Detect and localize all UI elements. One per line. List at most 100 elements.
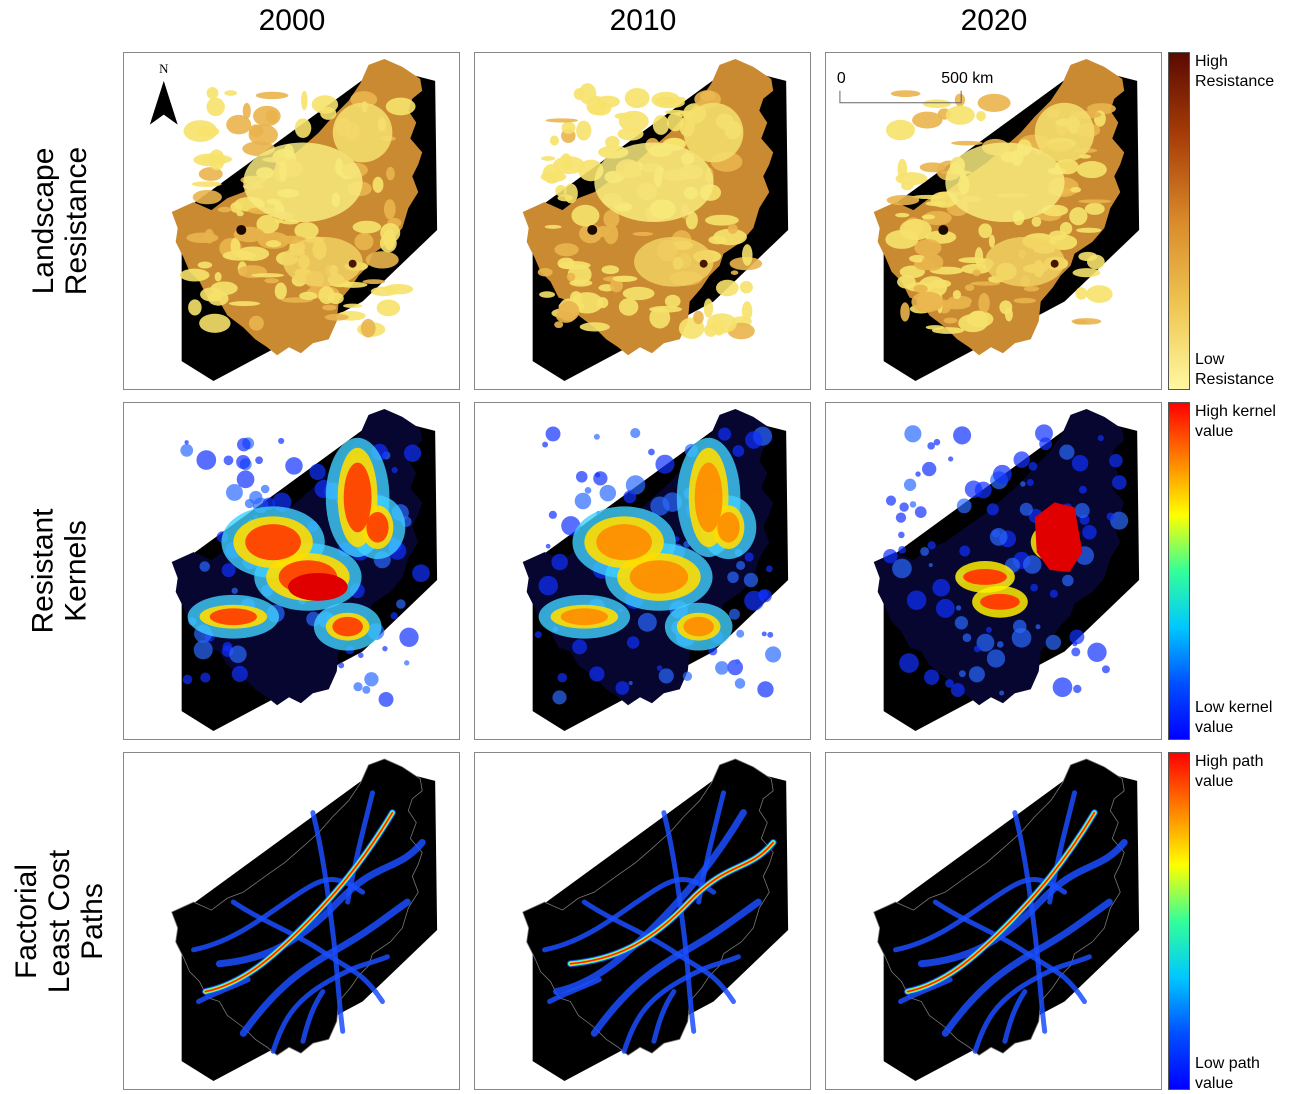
least-cost-path-core <box>569 841 775 965</box>
kernel-low-patch <box>353 682 363 692</box>
kernel-low-patch <box>1106 512 1115 521</box>
island-group <box>873 758 1128 1056</box>
kernel-low-patch <box>996 641 1004 648</box>
kernel-low-patch <box>989 528 1008 546</box>
scale-bar-end-label: 500 km <box>941 70 993 87</box>
kernel-low-patch <box>237 437 251 452</box>
kernel-low-patch <box>630 427 641 439</box>
least-cost-path <box>651 989 677 1044</box>
resistance-patch <box>554 243 579 257</box>
resistance-patch <box>977 93 1011 112</box>
kernel-low-patch <box>744 552 754 562</box>
map-svg <box>522 758 789 1082</box>
resistance-patch <box>943 317 958 324</box>
resistance-patch <box>274 282 287 300</box>
kernel-low-patch <box>1059 444 1075 460</box>
kernel-low-patch <box>545 426 561 442</box>
kernel-low-patch <box>231 665 248 682</box>
island-group <box>522 408 782 706</box>
resistance-patch <box>622 286 655 301</box>
resistance-patch <box>386 166 395 181</box>
resistance-patch <box>372 176 384 193</box>
kernel-low-patch <box>932 578 951 597</box>
kernel-low-patch <box>1101 665 1110 674</box>
map-svg <box>873 758 1140 1082</box>
island-group <box>522 758 777 1056</box>
kernel-low-patch <box>728 608 740 620</box>
least-cost-path <box>553 809 747 996</box>
kernel-low-patch <box>648 448 655 456</box>
resistance-patch <box>204 228 215 244</box>
resistance-patch <box>541 156 556 161</box>
kernel-low-patch <box>892 558 912 579</box>
least-cost-path <box>917 838 1128 968</box>
resistance-patch <box>609 278 623 293</box>
kernel-low-patch <box>718 427 732 441</box>
kernel-low-patch <box>552 690 567 705</box>
map-panel-kernels-2020 <box>825 402 1162 740</box>
kernel-low-patch <box>736 560 746 571</box>
resistance-patch <box>742 244 753 266</box>
kernel-low-patch <box>757 681 774 698</box>
kernel-low-patch <box>285 457 303 475</box>
kernel-low-patch <box>743 572 759 588</box>
kernel-low-patch <box>734 658 741 665</box>
resistance-patch <box>294 118 312 138</box>
resistance-patch <box>1075 287 1088 300</box>
map-panel-paths-2000 <box>123 752 460 1090</box>
resistance-patch <box>649 305 683 313</box>
legend-low-label: Low Resistance <box>1195 351 1275 388</box>
kernel-low-patch <box>574 492 592 510</box>
column-header-2020: 2020 <box>960 4 1028 37</box>
resistance-patch <box>1013 297 1036 304</box>
resistance-patch <box>210 281 238 296</box>
kernel-low-patch <box>260 484 270 494</box>
kernel-peak-patch <box>1034 502 1083 572</box>
resistance-patch <box>561 121 576 134</box>
kernel-low-patch <box>765 565 773 573</box>
resistance-patch <box>327 292 344 305</box>
resistance-patch <box>324 313 349 321</box>
kernel-low-patch <box>572 639 588 655</box>
legend-least-cost-paths: High path value Low path value <box>1168 752 1302 1092</box>
resistance-patch <box>1031 216 1042 227</box>
kernel-low-patch <box>1071 647 1081 657</box>
kernel-low-patch <box>915 471 921 477</box>
kernel-low-patch <box>1087 642 1107 662</box>
high-resistance-spot <box>1050 259 1059 268</box>
resistance-patch <box>921 214 936 220</box>
kernel-low-patch <box>615 681 630 695</box>
row-label-line: Least Cost <box>43 849 77 993</box>
resistance-patch <box>217 206 232 213</box>
kernel-peak-patch <box>288 572 348 601</box>
resistance-patch <box>914 239 942 257</box>
resistance-patch <box>945 105 975 125</box>
resistance-patch <box>618 298 639 316</box>
resistance-patch <box>913 284 928 293</box>
kernel-low-patch <box>1026 479 1034 487</box>
kernel-low-patch <box>1071 454 1089 472</box>
resistance-patch <box>1084 202 1105 215</box>
resistance-patch <box>666 112 684 132</box>
kernel-low-patch <box>399 627 419 647</box>
kernel-low-patch <box>1074 503 1090 519</box>
scale-bar-line <box>839 90 962 104</box>
kernel-low-patch <box>758 589 769 600</box>
kernel-peak-patch <box>717 511 740 543</box>
kernel-low-patch <box>655 454 675 474</box>
kernel-low-patch <box>193 640 213 660</box>
kernel-low-patch <box>595 472 601 478</box>
resistance-patch <box>540 171 567 183</box>
kernel-low-patch <box>278 437 285 445</box>
least-cost-path <box>345 790 376 905</box>
kernel-low-patch <box>904 425 922 443</box>
kernel-low-patch <box>976 633 995 652</box>
kernel-low-patch <box>1011 627 1032 648</box>
kernel-low-patch <box>593 433 600 440</box>
kernel-low-patch <box>1112 475 1127 490</box>
kernel-low-patch <box>1078 485 1087 494</box>
map-svg <box>171 758 438 1082</box>
least-cost-path <box>230 899 385 1005</box>
resistance-patch <box>921 253 944 271</box>
resistance-patch <box>549 135 559 146</box>
